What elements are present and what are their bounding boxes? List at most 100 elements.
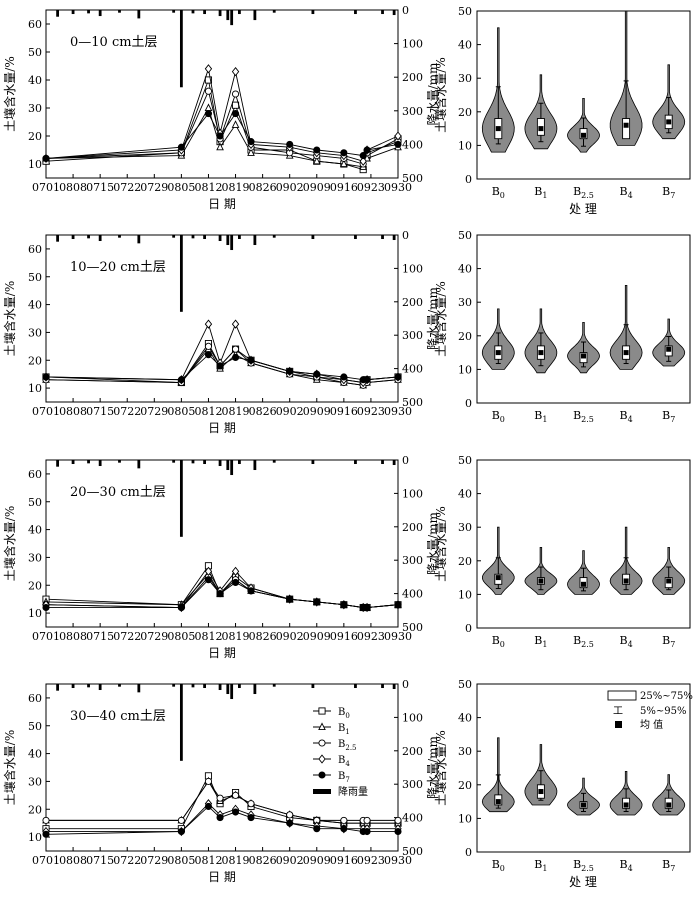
category-label-B2.5-base: B: [573, 185, 581, 198]
category-label-B7: B7: [662, 185, 675, 200]
x-tick-label: 0930: [384, 405, 412, 418]
rain-bar: [72, 235, 75, 239]
legend-label-sub: 7: [345, 776, 349, 784]
series-point-B7: [205, 803, 211, 809]
figure: 10203040506001002003004005000701 0808 0715…: [0, 0, 700, 900]
y-tick-label: 60: [28, 468, 42, 481]
rain-bar: [99, 684, 102, 690]
rain-tick-label: 0: [402, 4, 409, 17]
rain-bar: [226, 235, 229, 245]
series-point-B4: [232, 68, 238, 76]
series-point-B7: [248, 815, 254, 821]
category-label-B7-sub: 7: [670, 415, 675, 424]
series-point-B7: [287, 596, 293, 602]
series-point-B7: [217, 133, 223, 139]
category-label-B1-base: B: [534, 858, 542, 871]
series-point-B7: [217, 815, 223, 821]
violin-panel-2: 01020304050B0 B1 B2.5 B4 B7土壤含水量/%: [433, 454, 690, 649]
x-tick-label: 0715: [86, 405, 114, 418]
rain-tick-label: 200: [402, 296, 423, 309]
x-tick-label: 0805: [167, 630, 195, 643]
x-tick-label: 0715: [86, 181, 114, 194]
category-label-B2.5-base: B: [573, 634, 581, 647]
rain-bar: [172, 10, 175, 13]
y-tick-label: 30: [458, 745, 472, 758]
mean-marker: [581, 802, 586, 807]
y-tick-label: 60: [28, 18, 42, 31]
legend-label-base: B: [338, 771, 345, 782]
legend-marker-B7: [319, 772, 325, 778]
series-point-B7: [205, 577, 211, 583]
rain-bar: [203, 684, 206, 688]
series-point-B2.5: [232, 792, 238, 798]
rain-tick-label: 100: [402, 262, 423, 275]
series-point-B7: [341, 602, 347, 608]
y-tick-label: 30: [28, 551, 42, 564]
legend-rain-label: 降雨量: [338, 785, 368, 798]
layer-title: 10—20 cm土层: [70, 260, 166, 275]
rain-bar: [137, 684, 140, 692]
x-tick-label: 0812: [194, 181, 222, 194]
rain-tick-label: 400: [402, 812, 423, 825]
series-point-B7: [43, 374, 49, 380]
series-point-B2.5: [205, 778, 211, 784]
series-point-B7: [43, 155, 49, 161]
y-tick-label: 20: [28, 130, 42, 143]
layer-title: 0—10 cm土层: [70, 35, 158, 50]
category-label-B1: B1: [534, 858, 547, 873]
series-point-B7: [287, 368, 293, 374]
category-label-B0-sub: 0: [500, 640, 505, 649]
series-point-B7: [395, 374, 401, 380]
series-point-B7: [43, 831, 49, 837]
category-label-B0-base: B: [492, 858, 500, 871]
y-tick-label: 50: [458, 678, 472, 691]
category-label-B0: B0: [492, 185, 505, 200]
rain-tick-label: 100: [402, 487, 423, 500]
mean-marker: [666, 119, 671, 124]
rain-bar: [203, 460, 206, 464]
x-tick-label: 0722: [113, 405, 141, 418]
category-label-B4-base: B: [620, 858, 628, 871]
x-tick-label: 0729: [140, 181, 168, 194]
mean-marker: [624, 802, 629, 807]
mean-marker: [538, 789, 543, 794]
x-tick-label: 0819: [222, 630, 250, 643]
series-point-B7: [205, 111, 211, 117]
legend-whisker-icon: 工: [613, 706, 623, 717]
rain-tick-label: 200: [402, 745, 423, 758]
rain-bar: [393, 10, 396, 15]
y-tick-label: 10: [28, 158, 42, 171]
category-label-B2.5-sub: 2.5: [581, 191, 594, 200]
rain-bar: [219, 460, 222, 466]
y-tick-label: 50: [28, 496, 42, 509]
x-tick-label: 0805: [167, 854, 195, 867]
y-tick-label: 50: [28, 720, 42, 733]
violin-y-axis-label: 土壤含水量/%: [433, 730, 448, 805]
series-point-B7: [341, 826, 347, 832]
category-label-B2.5: B2.5: [573, 409, 594, 424]
y-axis-label: 土壤含水量/%: [2, 281, 17, 356]
mean-marker: [624, 578, 629, 583]
series-point-B4: [205, 65, 211, 73]
x-tick-label: 0808: [59, 181, 87, 194]
legend-whisker-label: 5%~95%: [640, 706, 686, 717]
category-label-B1-base: B: [534, 634, 542, 647]
x-tick-label: 0729: [140, 405, 168, 418]
series-point-B7: [341, 150, 347, 156]
rain-bar: [312, 10, 315, 14]
x-tick-label: 0923: [357, 854, 385, 867]
category-label-B1: B1: [534, 409, 547, 424]
x-tick-label: 0808: [59, 630, 87, 643]
rain-bar: [137, 235, 140, 243]
rain-bar: [72, 684, 75, 688]
y-tick-label: 0: [465, 173, 472, 186]
rain-bar: [203, 10, 206, 14]
rain-bar: [354, 460, 357, 464]
y-tick-label: 30: [458, 296, 472, 309]
x-tick-label: 0701: [32, 854, 60, 867]
rain-bar: [99, 235, 102, 241]
rain-tick-label: 300: [402, 778, 423, 791]
category-label-B7-sub: 7: [670, 640, 675, 649]
legend-label-sub: 1: [345, 728, 349, 736]
